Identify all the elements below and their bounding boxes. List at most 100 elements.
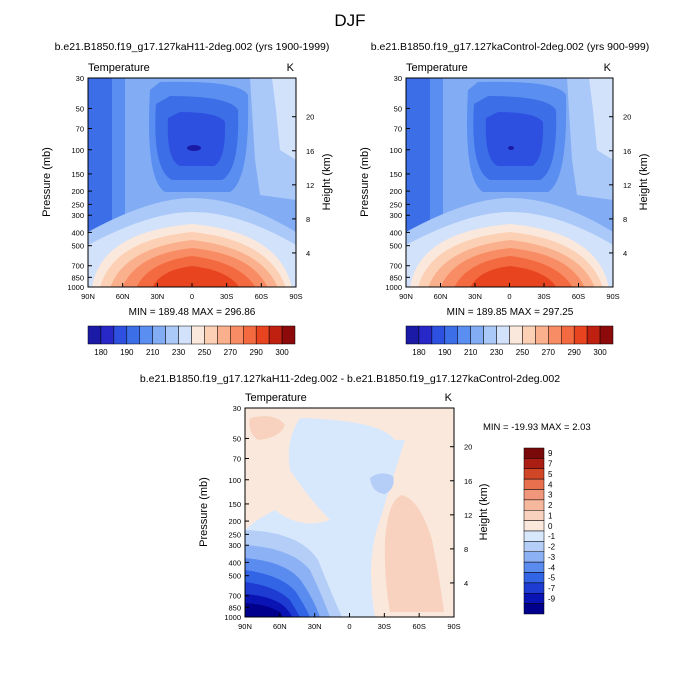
colorbar-label: 2 xyxy=(548,501,553,510)
colorbar-label: -3 xyxy=(548,553,556,562)
panel-right-label: K xyxy=(445,392,453,404)
height-tick-label: 12 xyxy=(623,181,631,190)
colorbar-label: 180 xyxy=(94,348,108,357)
colorbar-label: 3 xyxy=(548,491,553,500)
right-axis-title: Height (km) xyxy=(478,484,490,541)
colorbar-swatch xyxy=(523,593,545,604)
colorbar-swatch xyxy=(126,325,140,345)
y-tick-label: 50 xyxy=(76,104,84,113)
height-tick-label: 8 xyxy=(623,215,627,224)
y-tick-label: 70 xyxy=(233,455,241,464)
x-tick-label: 30N xyxy=(150,292,164,301)
colorbar-label: 1 xyxy=(548,511,553,520)
colorbar-swatch xyxy=(100,325,115,345)
colorbar-swatch xyxy=(139,325,153,345)
panel-title: b.e21.B1850.f19_g17.127kaH11-2deg.002 (y… xyxy=(55,41,330,53)
colorbar-swatch xyxy=(523,458,545,469)
minmax-text: MIN = 189.48 MAX = 296.86 xyxy=(129,307,256,318)
y-tick-label: 1000 xyxy=(224,613,241,622)
colorbar-label: -2 xyxy=(548,543,556,552)
colorbar-swatch xyxy=(405,325,420,345)
x-tick-label: 90N xyxy=(238,622,252,631)
y-tick-label: 200 xyxy=(389,187,402,196)
colorbar-swatch xyxy=(523,551,545,563)
colorbar-swatch xyxy=(281,325,296,345)
panel-difference: b.e21.B1850.f19_g17.127kaH11-2deg.002 - … xyxy=(140,373,591,631)
y-tick-label: 50 xyxy=(394,104,402,113)
figure-title: DJF xyxy=(334,11,365,30)
contour-fill xyxy=(508,146,514,150)
colorbar-label: 230 xyxy=(490,348,504,357)
colorbar-swatch xyxy=(523,478,545,490)
height-tick-label: 8 xyxy=(464,545,468,554)
x-tick-label: 0 xyxy=(507,292,511,301)
y-tick-label: 150 xyxy=(228,500,241,509)
y-tick-label: 400 xyxy=(71,228,84,237)
colorbar-swatch xyxy=(268,325,283,345)
colorbar-swatch xyxy=(599,325,614,345)
y-tick-label: 500 xyxy=(71,242,84,251)
colorbar-swatch xyxy=(496,325,510,345)
colorbar-swatch xyxy=(522,325,536,345)
y-tick-label: 150 xyxy=(389,170,402,179)
colorbar-swatch xyxy=(561,325,575,345)
y-tick-label: 30 xyxy=(233,404,241,413)
colorbar-swatch xyxy=(523,572,545,584)
y-tick-label: 400 xyxy=(389,228,402,237)
panel-title: b.e21.B1850.f19_g17.127kaControl-2deg.00… xyxy=(371,41,649,53)
colorbar-swatch xyxy=(204,325,218,345)
x-tick-label: 90N xyxy=(81,292,95,301)
x-tick-label: 60S xyxy=(412,622,425,631)
colorbar-swatch xyxy=(523,561,545,573)
contour-fill xyxy=(384,495,444,612)
y-tick-label: 700 xyxy=(71,262,84,271)
panel-left-label: Temperature xyxy=(245,392,307,404)
height-tick-label: 8 xyxy=(306,215,310,224)
colorbar-label: 190 xyxy=(120,348,134,357)
y-tick-label: 400 xyxy=(228,558,241,567)
colorbar-label: 230 xyxy=(172,348,186,357)
colorbar-swatch xyxy=(523,447,545,459)
colorbar-label: 180 xyxy=(412,348,426,357)
colorbar-swatch xyxy=(152,325,166,345)
contour-fill xyxy=(272,78,296,160)
minmax-text: MIN = 189.85 MAX = 297.25 xyxy=(447,307,574,318)
y-tick-label: 200 xyxy=(71,187,84,196)
y-tick-label: 300 xyxy=(228,541,241,550)
contour-fill xyxy=(187,145,201,151)
y-tick-label: 250 xyxy=(71,200,84,209)
height-ticks: 20 16 12 8 4 xyxy=(609,113,631,258)
contour-fill xyxy=(370,473,394,494)
colorbar-swatch xyxy=(243,325,257,345)
colorbar-label: 290 xyxy=(250,348,264,357)
y-tick-label: 700 xyxy=(389,262,402,271)
contour-fill xyxy=(167,112,226,166)
colorbar-label: 210 xyxy=(146,348,160,357)
panel-left-label: Temperature xyxy=(406,62,468,74)
y-tick-label: 100 xyxy=(71,146,84,155)
height-tick-label: 20 xyxy=(464,443,472,452)
x-tick-label: 60S xyxy=(572,292,585,301)
x-tick-label: 60N xyxy=(116,292,130,301)
panel-h11: b.e21.B1850.f19_g17.127kaH11-2deg.002 (y… xyxy=(41,41,333,357)
colorbar: 180 190 210 230 250 270 290 300 xyxy=(405,325,614,357)
colorbar-swatch xyxy=(87,325,102,345)
contour-fill xyxy=(245,408,454,530)
contour-fill xyxy=(589,78,613,160)
colorbar-label: -7 xyxy=(548,584,556,593)
colorbar-swatch xyxy=(548,325,562,345)
contour-field xyxy=(245,408,454,617)
colorbar-label: 7 xyxy=(548,460,553,469)
colorbar-label: 270 xyxy=(224,348,238,357)
colorbar-label: -9 xyxy=(548,594,556,603)
y-tick-label: 850 xyxy=(71,273,84,282)
x-tick-label: 90S xyxy=(606,292,619,301)
colorbar-label: -5 xyxy=(548,574,556,583)
x-tick-label: 30S xyxy=(378,622,391,631)
contour-field xyxy=(88,78,296,287)
panel-title: b.e21.B1850.f19_g17.127kaH11-2deg.002 - … xyxy=(140,373,560,385)
x-tick-label: 90S xyxy=(447,622,460,631)
colorbar-swatch xyxy=(470,325,484,345)
